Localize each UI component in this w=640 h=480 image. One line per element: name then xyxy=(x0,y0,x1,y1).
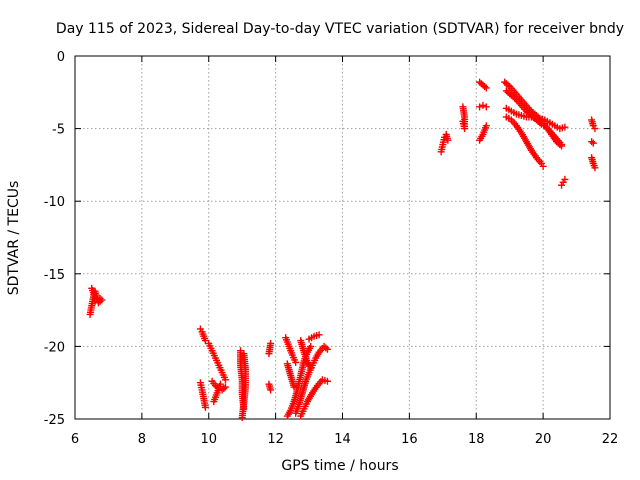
data-point xyxy=(98,296,106,304)
data-point xyxy=(216,380,224,388)
data-point xyxy=(459,117,467,125)
y-tick-label: -15 xyxy=(44,268,65,283)
data-point xyxy=(444,136,452,144)
data-point xyxy=(323,377,331,385)
data-point xyxy=(561,175,569,183)
data-point xyxy=(558,142,566,150)
x-tick-label: 14 xyxy=(334,432,351,447)
x-tick-label: 6 xyxy=(71,432,79,447)
data-point xyxy=(482,103,490,111)
data-point xyxy=(561,123,569,131)
data-point xyxy=(482,84,490,92)
data-point xyxy=(315,331,323,339)
data-point xyxy=(292,358,300,366)
data-point xyxy=(201,403,209,411)
data-point xyxy=(482,122,490,130)
x-tick-label: 16 xyxy=(401,432,418,447)
data-point xyxy=(307,342,315,350)
data-point xyxy=(591,125,599,133)
data-point xyxy=(221,376,229,384)
data-point xyxy=(588,138,596,146)
x-tick-label: 8 xyxy=(138,432,146,447)
y-tick-label: -10 xyxy=(44,195,65,210)
data-point xyxy=(323,345,331,353)
data-point xyxy=(267,339,275,347)
data-point xyxy=(589,139,597,147)
data-point xyxy=(267,386,275,394)
y-tick-label: -20 xyxy=(44,340,65,355)
data-point xyxy=(539,162,547,170)
data-point xyxy=(307,364,315,372)
x-tick-label: 12 xyxy=(267,432,284,447)
y-tick-label: 0 xyxy=(57,50,65,65)
y-tick-label: -25 xyxy=(44,413,65,428)
x-tick-label: 18 xyxy=(468,432,485,447)
x-tick-label: 22 xyxy=(602,432,619,447)
data-points-layer xyxy=(86,78,599,422)
x-axis-label: GPS time / hours xyxy=(281,458,398,474)
data-point xyxy=(221,383,229,391)
data-point xyxy=(240,350,248,358)
x-tick-label: 20 xyxy=(535,432,552,447)
x-tick-label: 10 xyxy=(200,432,217,447)
tick-layer: 6 8 10 12 14 16 18 20 22 0 -5 -10 -15 -20 -25 xyxy=(44,50,619,447)
chart-title: Day 115 of 2023, Sidereal Day-to-day VTE… xyxy=(56,21,624,37)
data-point xyxy=(479,101,487,109)
grid-layer xyxy=(75,56,610,419)
y-tick-label: -5 xyxy=(52,123,65,138)
y-axis-label: SDTVAR / TECUs xyxy=(6,181,22,296)
data-point xyxy=(591,164,599,172)
data-point xyxy=(476,103,484,111)
